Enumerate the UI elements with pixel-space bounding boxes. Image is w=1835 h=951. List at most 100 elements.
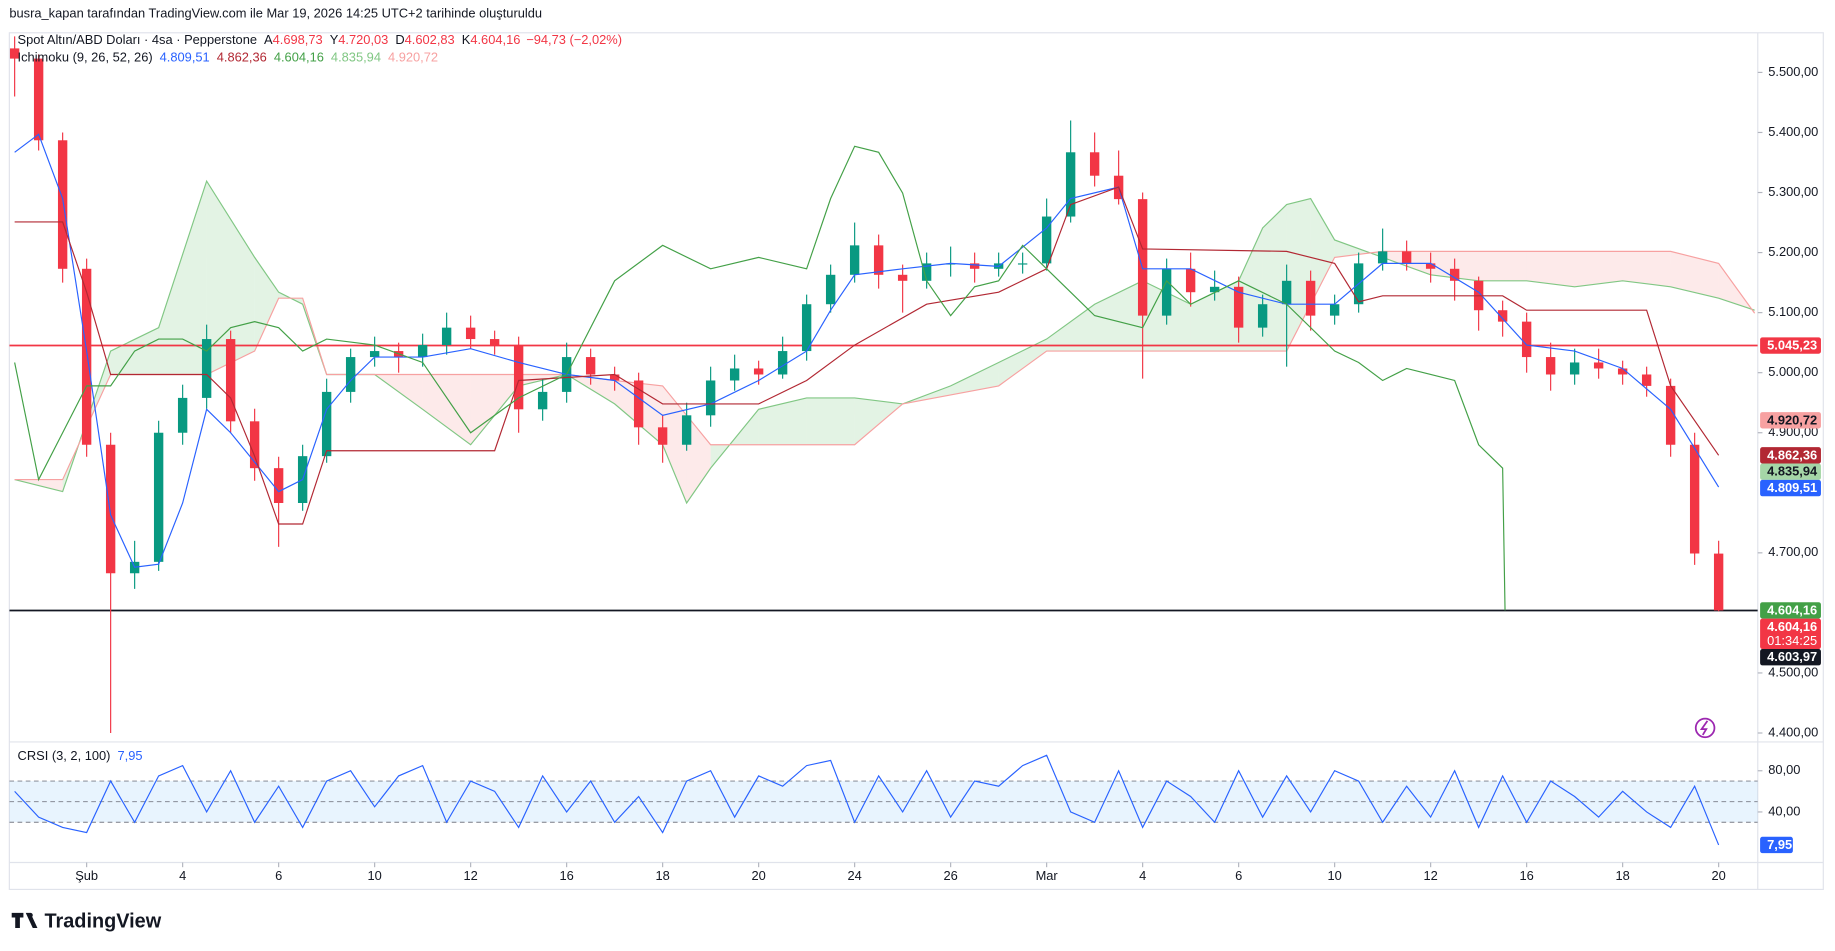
price-label: 4.809,51 bbox=[1767, 480, 1817, 495]
y-tick-label: 5.500,00 bbox=[1768, 64, 1818, 79]
ohlc-value: 4.698,73 bbox=[273, 32, 323, 47]
candle-body bbox=[825, 274, 836, 305]
candle-body bbox=[1593, 362, 1604, 369]
ohlc-value: 4.720,03 bbox=[338, 32, 388, 47]
candle-body bbox=[1065, 152, 1076, 217]
indicator-name: Ichimoku (9, 26, 52, 26) bbox=[18, 50, 153, 65]
price-label: 4.603,97 bbox=[1767, 649, 1817, 664]
candle-body bbox=[57, 140, 68, 269]
x-tick-label: 6 bbox=[1235, 868, 1242, 883]
x-tick-label: 26 bbox=[943, 868, 957, 883]
alert-icon[interactable] bbox=[1694, 717, 1716, 739]
candle-body bbox=[1569, 362, 1580, 375]
alert-circle[interactable] bbox=[1694, 717, 1716, 739]
candle-body bbox=[249, 421, 260, 469]
logo: TradingView bbox=[11, 910, 162, 932]
cloud-segment bbox=[158, 181, 207, 375]
ohlc-key: K bbox=[462, 32, 471, 47]
price-label-box bbox=[1760, 447, 1821, 464]
y-tick-label: 5.200,00 bbox=[1768, 244, 1818, 259]
candle-body bbox=[1305, 280, 1316, 316]
cloud-segment bbox=[686, 415, 711, 503]
x-tick-label: 10 bbox=[367, 868, 381, 883]
candle-body bbox=[441, 327, 452, 346]
candle-body bbox=[1329, 304, 1340, 316]
y-tick-label: 80,00 bbox=[1768, 762, 1800, 777]
axes: 5.500,00 5.400,00 5.300,00 5.200,00 5.100,00… bbox=[75, 64, 1821, 883]
ohlc-value: 4.604,16 bbox=[470, 32, 520, 47]
candle-body bbox=[729, 368, 740, 381]
candle-body bbox=[1449, 268, 1460, 281]
candle-body bbox=[537, 391, 548, 410]
ichimoku-line bbox=[14, 133, 1720, 568]
indicator-value: 4.862,36 bbox=[217, 50, 267, 65]
cloud-segment bbox=[1622, 251, 1671, 287]
candle-body bbox=[1281, 280, 1292, 305]
y-tick-label: 5.400,00 bbox=[1768, 124, 1818, 139]
candle-body bbox=[1161, 268, 1172, 316]
candle-body bbox=[369, 351, 380, 358]
x-tick-label: 16 bbox=[559, 868, 573, 883]
price-label: 5.045,23 bbox=[1767, 338, 1817, 353]
cloud-segment bbox=[950, 362, 999, 395]
indicator-value: 4.920,72 bbox=[388, 50, 438, 65]
price-countdown: 01:34:25 bbox=[1767, 633, 1817, 648]
cloud-segment bbox=[1286, 198, 1311, 352]
x-tick-label: 4 bbox=[179, 868, 186, 883]
candle-body bbox=[777, 351, 788, 375]
candle-body bbox=[33, 58, 44, 141]
candle-body bbox=[81, 268, 92, 445]
cloud-segment bbox=[470, 374, 519, 445]
cloud-segment bbox=[206, 181, 255, 375]
cloud-segment bbox=[1310, 198, 1335, 305]
symbol-name: Spot Altın/ABD Doları · 4sa · Pepperston… bbox=[18, 32, 257, 47]
indicator-value: 4.604,16 bbox=[274, 50, 324, 65]
candle-body bbox=[969, 263, 980, 269]
price-legend: Spot Altın/ABD Doları · 4sa · Pepperston… bbox=[18, 32, 622, 47]
crsi-line bbox=[14, 754, 1720, 846]
cloud-segment bbox=[1238, 227, 1263, 352]
candle-body bbox=[753, 368, 764, 375]
cloud-segment bbox=[422, 374, 471, 445]
candle-body bbox=[489, 339, 500, 346]
x-tick-label: Mar bbox=[1036, 868, 1059, 883]
candle-body bbox=[513, 345, 524, 410]
candle-body bbox=[417, 345, 428, 358]
candle-body bbox=[681, 415, 692, 445]
cloud-segment bbox=[1094, 280, 1143, 352]
price-label-box bbox=[1760, 649, 1821, 666]
y-tick-label: 40,00 bbox=[1768, 803, 1800, 818]
ichimoku-line bbox=[14, 186, 1720, 525]
crsi-value-box bbox=[1760, 836, 1793, 854]
logo-dot bbox=[28, 912, 33, 918]
cloud-segment bbox=[1262, 204, 1287, 352]
candle-body bbox=[1017, 263, 1028, 265]
alert-bolt[interactable] bbox=[1699, 720, 1709, 736]
ichimoku-line bbox=[14, 145, 1506, 611]
x-tick-label: 12 bbox=[1423, 868, 1437, 883]
candle-body bbox=[1089, 152, 1100, 176]
y-tick-label: 5.000,00 bbox=[1768, 364, 1818, 379]
x-tick-label: 16 bbox=[1519, 868, 1533, 883]
candle-body bbox=[1425, 263, 1436, 269]
candle-body bbox=[1137, 199, 1148, 316]
y-tick-label: 5.300,00 bbox=[1768, 184, 1818, 199]
cloud-segment bbox=[1478, 251, 1527, 281]
price-label-box bbox=[1760, 463, 1821, 480]
candle-body bbox=[201, 339, 212, 398]
change-value: −94,73 (−2,02%) bbox=[526, 32, 622, 47]
candle-body bbox=[921, 263, 932, 281]
y-tick-label: 4.500,00 bbox=[1768, 664, 1818, 679]
candle-body bbox=[849, 245, 860, 275]
candle-body bbox=[1641, 374, 1652, 386]
x-tick-label: 20 bbox=[751, 868, 765, 883]
candle-body bbox=[153, 432, 164, 562]
x-tick-label: 20 bbox=[1711, 868, 1725, 883]
price-pane bbox=[9, 36, 1758, 733]
crsi-pane bbox=[9, 754, 1758, 846]
candle-body bbox=[1257, 304, 1268, 328]
crsi-value-label: 7,95 bbox=[1767, 837, 1792, 852]
x-tick-label: 6 bbox=[275, 868, 282, 883]
cloud-segment bbox=[1046, 304, 1095, 352]
